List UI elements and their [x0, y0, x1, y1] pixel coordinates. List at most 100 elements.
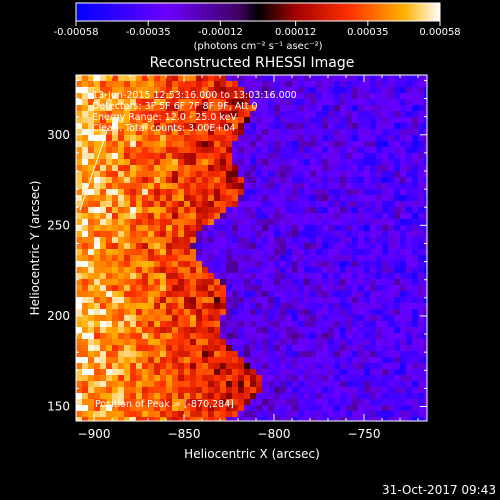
heatmap-cell [166, 189, 172, 195]
heatmap-cell [250, 99, 256, 105]
heatmap-cell [340, 393, 346, 399]
heatmap-cell [178, 75, 184, 81]
heatmap-cell [424, 189, 427, 195]
heatmap-cell [286, 255, 292, 261]
heatmap-cell [316, 399, 322, 405]
heatmap-cell [304, 357, 310, 363]
heatmap-cell [136, 87, 142, 93]
heatmap-cell [406, 159, 412, 165]
heatmap-cell [220, 153, 226, 159]
heatmap-cell [190, 99, 196, 105]
heatmap-cell [178, 303, 184, 309]
annotation-peak: Position of Peak = [-870,284] [95, 399, 234, 410]
heatmap-cell [106, 381, 112, 387]
heatmap-cell [340, 201, 346, 207]
heatmap-cell [418, 411, 424, 417]
heatmap-cell [388, 249, 394, 255]
heatmap-cell [340, 291, 346, 297]
heatmap-cell [154, 147, 160, 153]
heatmap-cell [112, 327, 118, 333]
heatmap-cell [286, 171, 292, 177]
heatmap-cell [382, 297, 388, 303]
heatmap-cell [232, 123, 238, 129]
heatmap-cell [292, 375, 298, 381]
heatmap-cell [214, 297, 220, 303]
heatmap-cell [268, 135, 274, 141]
heatmap-cell [214, 165, 220, 171]
heatmap-cell [292, 363, 298, 369]
heatmap-cell [280, 357, 286, 363]
heatmap-cell [190, 195, 196, 201]
heatmap-cell [118, 393, 124, 399]
heatmap-cell [112, 321, 118, 327]
heatmap-cell [178, 195, 184, 201]
heatmap-cell [118, 201, 124, 207]
heatmap-cell [250, 393, 256, 399]
heatmap-cell [280, 129, 286, 135]
heatmap-cell [172, 279, 178, 285]
heatmap-cell [376, 201, 382, 207]
heatmap-cell [142, 381, 148, 387]
heatmap-cell [322, 411, 328, 417]
heatmap-cell [376, 363, 382, 369]
heatmap-cell [184, 327, 190, 333]
heatmap-cell [286, 123, 292, 129]
heatmap-cell [178, 357, 184, 363]
heatmap-cell [76, 345, 82, 351]
heatmap-cell [232, 411, 238, 417]
heatmap-cell [298, 327, 304, 333]
heatmap-cell [220, 105, 226, 111]
heatmap-cell [382, 339, 388, 345]
heatmap-cell [118, 177, 124, 183]
heatmap-cell [388, 231, 394, 237]
heatmap-cell [178, 141, 184, 147]
heatmap-cell [340, 141, 346, 147]
heatmap-cell [340, 303, 346, 309]
heatmap-cell [388, 387, 394, 393]
heatmap-cell [100, 369, 106, 375]
heatmap-cell [220, 297, 226, 303]
heatmap-cell [316, 393, 322, 399]
heatmap-cell [418, 255, 424, 261]
heatmap-cell [82, 327, 88, 333]
heatmap-cell [364, 357, 370, 363]
heatmap-cell [418, 399, 424, 405]
heatmap-cell [394, 159, 400, 165]
heatmap-cell [208, 279, 214, 285]
heatmap-cell [238, 303, 244, 309]
heatmap-cell [232, 303, 238, 309]
heatmap-cell [400, 189, 406, 195]
heatmap-cell [250, 291, 256, 297]
heatmap-cell [112, 141, 118, 147]
heatmap-cell [142, 237, 148, 243]
heatmap-cell [286, 369, 292, 375]
heatmap-cell [136, 93, 142, 99]
heatmap-cell [352, 339, 358, 345]
heatmap-cell [112, 405, 118, 411]
heatmap-cell [412, 351, 418, 357]
heatmap-cell [262, 321, 268, 327]
heatmap-cell [334, 315, 340, 321]
heatmap-cell [136, 231, 142, 237]
heatmap-cell [136, 117, 142, 123]
heatmap-cell [202, 141, 208, 147]
heatmap-cell [262, 99, 268, 105]
heatmap-cell [310, 135, 316, 141]
heatmap-cell [256, 171, 262, 177]
heatmap-cell [208, 81, 214, 87]
heatmap-cell [256, 405, 262, 411]
heatmap-cell [334, 321, 340, 327]
heatmap-cell [304, 237, 310, 243]
heatmap-cell [220, 75, 226, 81]
heatmap-cell [394, 183, 400, 189]
heatmap-cell [172, 309, 178, 315]
heatmap-cell [166, 303, 172, 309]
heatmap-cell [178, 213, 184, 219]
heatmap-cell [328, 225, 334, 231]
heatmap-cell [82, 375, 88, 381]
heatmap-cell [376, 159, 382, 165]
heatmap-cell [268, 327, 274, 333]
heatmap-cell [250, 105, 256, 111]
heatmap-cell [94, 231, 100, 237]
heatmap-cell [292, 147, 298, 153]
